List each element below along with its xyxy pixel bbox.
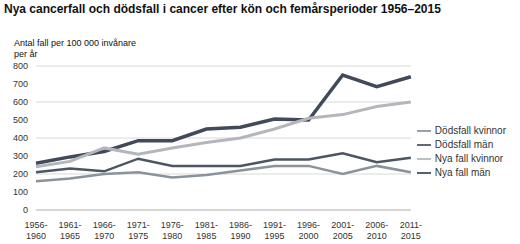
svg-text:2006-2010: 2006-2010 bbox=[365, 220, 388, 241]
html-text:Nya fall kvinnor: Nya fall kvinnor bbox=[434, 152, 504, 164]
svg-text:400: 400 bbox=[13, 133, 28, 143]
svg-text:1976-1980: 1976-1980 bbox=[161, 220, 184, 241]
svg-text:300: 300 bbox=[13, 151, 28, 161]
svg-text:2001-2005: 2001-2005 bbox=[331, 220, 354, 241]
svg-text:1961-1965: 1961-1965 bbox=[59, 220, 82, 241]
svg-text:2011-2015: 2011-2015 bbox=[400, 220, 422, 241]
svg-text:1996-2000: 1996-2000 bbox=[297, 220, 320, 241]
html-text:Nya fall män: Nya fall män bbox=[434, 166, 491, 178]
svg-text:800: 800 bbox=[13, 61, 28, 71]
svg-text:1971-1975: 1971-1975 bbox=[127, 220, 150, 241]
html-text:Nya cancerfall och dödsfall i: Nya cancerfall och dödsfall i cancer eft… bbox=[4, 2, 441, 16]
svg-text:1991-1995: 1991-1995 bbox=[263, 220, 286, 241]
svg-text:700: 700 bbox=[13, 79, 28, 89]
svg-text:100: 100 bbox=[13, 187, 28, 197]
svg-text:500: 500 bbox=[13, 115, 28, 125]
html-text:Antal fall per 100 000 invånar: Antal fall per 100 000 invånare per år bbox=[14, 38, 137, 59]
svg-text:0: 0 bbox=[23, 205, 28, 215]
html-text:Dödsfall män: Dödsfall män bbox=[434, 138, 494, 150]
svg-text:600: 600 bbox=[13, 97, 28, 107]
svg-text:1986-1990: 1986-1990 bbox=[229, 220, 252, 241]
svg-text:200: 200 bbox=[13, 169, 28, 179]
svg-text:1966-1970: 1966-1970 bbox=[93, 220, 116, 241]
html-text:Dödsfall kvinnor: Dödsfall kvinnor bbox=[434, 124, 506, 136]
svg-text:1981-1985: 1981-1985 bbox=[195, 220, 218, 241]
svg-text:1956-1960: 1956-1960 bbox=[24, 220, 47, 241]
